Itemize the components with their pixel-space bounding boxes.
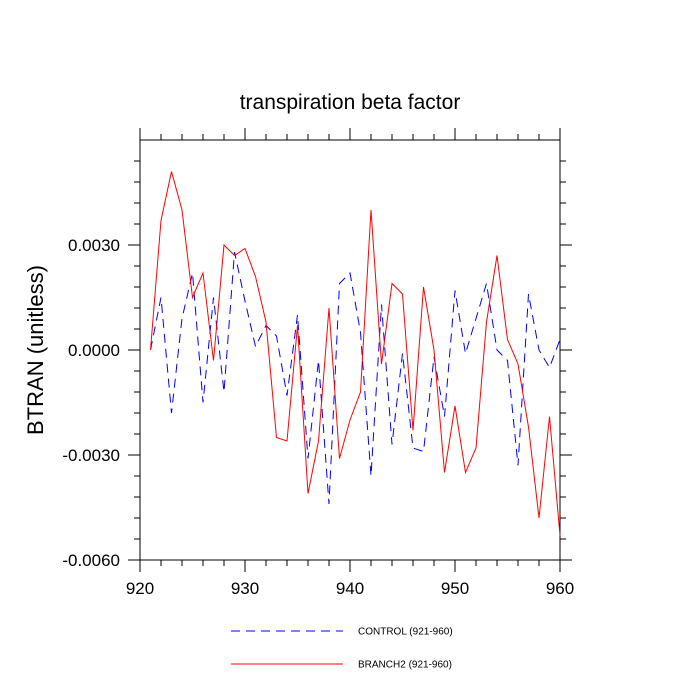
x-tick-label: 940 [336, 579, 364, 598]
x-tick-label: 960 [546, 579, 574, 598]
legend-label: CONTROL (921-960) [358, 627, 453, 638]
legend-label: BRANCH2 (921-960) [358, 660, 452, 671]
legend: CONTROL (921-960) BRANCH2 (921-960) [231, 627, 453, 671]
y-tick-label: 0.0030 [68, 236, 120, 255]
series-line-0 [150, 251, 561, 505]
y-tick-label: -0.0030 [62, 446, 120, 465]
x-tick-label: 930 [231, 579, 259, 598]
y-tick-label: 0.0000 [68, 341, 120, 360]
y-tick-label: -0.0060 [62, 551, 120, 570]
chart-title: transpiration beta factor [240, 91, 461, 114]
tick-group: 920 930 940 950 960 -0.0060 -0.0030 0.0000 0.003… [62, 128, 574, 598]
x-tick-label: 950 [441, 579, 469, 598]
series-group [150, 171, 561, 536]
series-line-1 [150, 171, 561, 536]
x-tick-label: 920 [126, 579, 154, 598]
y-axis-label: BTRAN (unitless) [23, 265, 48, 435]
